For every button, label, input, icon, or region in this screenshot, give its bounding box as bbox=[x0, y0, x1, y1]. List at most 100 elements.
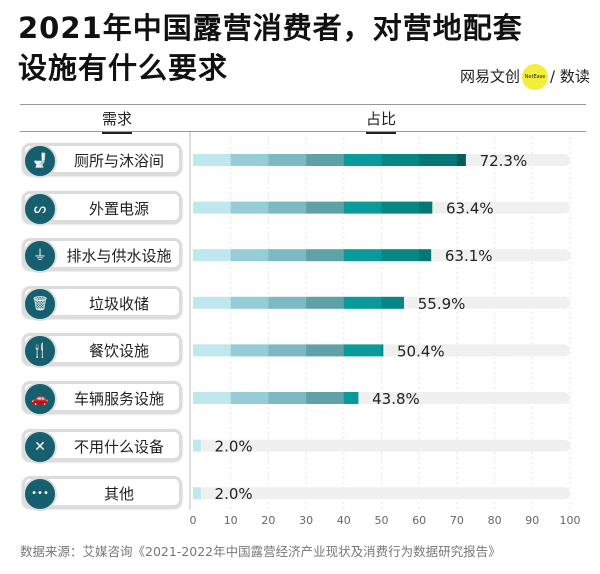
x-tick-label: 40 bbox=[337, 514, 351, 527]
value-header-text: 占比 bbox=[366, 110, 397, 128]
x-tick-label: 100 bbox=[560, 514, 581, 527]
chart-title: 2021年中国露营消费者，对营地配套 设施有什么要求 bbox=[18, 8, 523, 88]
brand-badge: NetEase bbox=[522, 64, 549, 90]
x-tick-label: 20 bbox=[261, 514, 275, 527]
bar-segment bbox=[268, 249, 307, 262]
category-pill: ••• 其他 bbox=[22, 476, 182, 512]
bar-segment bbox=[306, 296, 345, 309]
divider-header bbox=[20, 131, 586, 132]
bar-segment bbox=[230, 344, 269, 357]
x-tick-label: 90 bbox=[525, 514, 539, 527]
bar-segment bbox=[306, 249, 345, 262]
bar-segment bbox=[381, 249, 420, 262]
category-label: 厕所与沐浴间 bbox=[73, 152, 164, 170]
divider-top bbox=[20, 104, 586, 105]
category-label: 垃圾收储 bbox=[88, 294, 149, 313]
bar-segment bbox=[268, 344, 307, 357]
category-label: 不用什么设备 bbox=[73, 437, 164, 456]
category-pill: 🚗 车辆服务设施 bbox=[22, 381, 182, 416]
bar-segment bbox=[343, 249, 382, 262]
category-label: 车辆服务设施 bbox=[73, 390, 164, 408]
value-header: 占比 bbox=[366, 108, 397, 134]
bar-segment bbox=[381, 201, 420, 214]
faucet-icon: ⏚ bbox=[23, 239, 57, 274]
bar-track bbox=[193, 439, 570, 452]
x-tick-label: 80 bbox=[488, 514, 502, 527]
bar-segment bbox=[343, 344, 382, 357]
value-label: 63.4% bbox=[446, 200, 494, 218]
bar-segment bbox=[306, 392, 345, 404]
bar-segment bbox=[193, 439, 201, 452]
bar-segment bbox=[343, 154, 382, 166]
x-tick-label: 10 bbox=[224, 514, 238, 527]
bar-track bbox=[193, 487, 570, 500]
bar-segment bbox=[419, 249, 432, 262]
bar-segment bbox=[419, 201, 433, 214]
bar-segment bbox=[268, 296, 307, 309]
title-line-2: 设施有什么要求 bbox=[18, 51, 229, 85]
bar-segment bbox=[381, 344, 384, 357]
brand-right: / 数读 bbox=[550, 67, 590, 86]
category-label: 其他 bbox=[103, 485, 134, 504]
bar-segment bbox=[343, 392, 359, 404]
category-pill: 🗑 垃圾收储 bbox=[22, 285, 182, 321]
brand-left: 网易文创 bbox=[460, 67, 521, 86]
bar-segment bbox=[193, 487, 201, 500]
bar-segment bbox=[268, 201, 307, 214]
x-tick-label: 50 bbox=[375, 514, 389, 527]
bar-segment bbox=[343, 296, 382, 309]
bar-segment bbox=[230, 201, 269, 214]
bar-segment bbox=[230, 296, 269, 309]
bar-segment bbox=[268, 392, 307, 404]
bar-segment bbox=[230, 249, 269, 262]
bar-segment bbox=[193, 344, 231, 357]
bar-segment bbox=[193, 392, 231, 404]
category-label: 外置电源 bbox=[88, 199, 149, 218]
power-cable-icon: ᔕ bbox=[23, 191, 57, 226]
x-circle-icon: ✕ bbox=[23, 429, 57, 464]
bar-segment bbox=[268, 154, 307, 166]
value-label: 2.0% bbox=[215, 485, 253, 503]
bar-segment bbox=[193, 201, 231, 214]
value-label: 63.1% bbox=[445, 247, 493, 265]
bar-segment bbox=[193, 154, 231, 166]
bar-segment bbox=[343, 201, 382, 214]
brand-logo: 网易文创 NetEase / 数读 bbox=[460, 64, 590, 90]
bar-segment bbox=[306, 154, 345, 166]
bar-segment bbox=[306, 201, 345, 214]
x-tick-label: 70 bbox=[450, 514, 464, 527]
category-pill: ✕ 不用什么设备 bbox=[22, 428, 182, 464]
value-label: 50.4% bbox=[397, 342, 445, 360]
value-label: 72.3% bbox=[480, 152, 528, 170]
x-tick-label: 60 bbox=[412, 514, 426, 527]
bar-segment bbox=[456, 154, 466, 166]
bar-segment bbox=[193, 296, 231, 309]
value-label: 55.9% bbox=[418, 295, 466, 313]
bar-segment bbox=[230, 392, 269, 404]
category-pill: ᔕ 外置电源 bbox=[22, 190, 182, 226]
category-label: 餐饮设施 bbox=[88, 342, 149, 361]
bar-segment bbox=[306, 344, 345, 357]
x-tick-label: 0 bbox=[190, 514, 197, 527]
source-note: 数据来源：艾媒咨询《2021-2022年中国露营经济产业现状及消费行为数据研究报… bbox=[20, 544, 501, 559]
category-pill: 🍴 餐饮设施 bbox=[22, 333, 182, 369]
car-icon: 🚗 bbox=[23, 382, 57, 416]
bar-segment bbox=[381, 154, 420, 166]
bar-segment bbox=[381, 296, 405, 309]
category-label: 排水与供水设施 bbox=[66, 247, 172, 266]
value-label: 2.0% bbox=[215, 438, 253, 456]
category-header-text: 需求 bbox=[102, 110, 133, 128]
utensils-icon: 🍴 bbox=[23, 334, 57, 369]
toilet-icon: 🚽 bbox=[23, 144, 57, 178]
bar-segment bbox=[193, 249, 231, 262]
more-icon: ••• bbox=[23, 477, 57, 512]
category-pill: 🚽 厕所与沐浴间 bbox=[22, 143, 182, 178]
bar-segment bbox=[230, 154, 269, 166]
value-label: 43.8% bbox=[372, 390, 420, 408]
trash-bin-icon: 🗑 bbox=[23, 286, 57, 321]
category-pill: ⏚ 排水与供水设施 bbox=[22, 238, 182, 274]
title-line-1: 2021年中国露营消费者，对营地配套 bbox=[18, 11, 523, 45]
x-tick-label: 30 bbox=[299, 514, 313, 527]
